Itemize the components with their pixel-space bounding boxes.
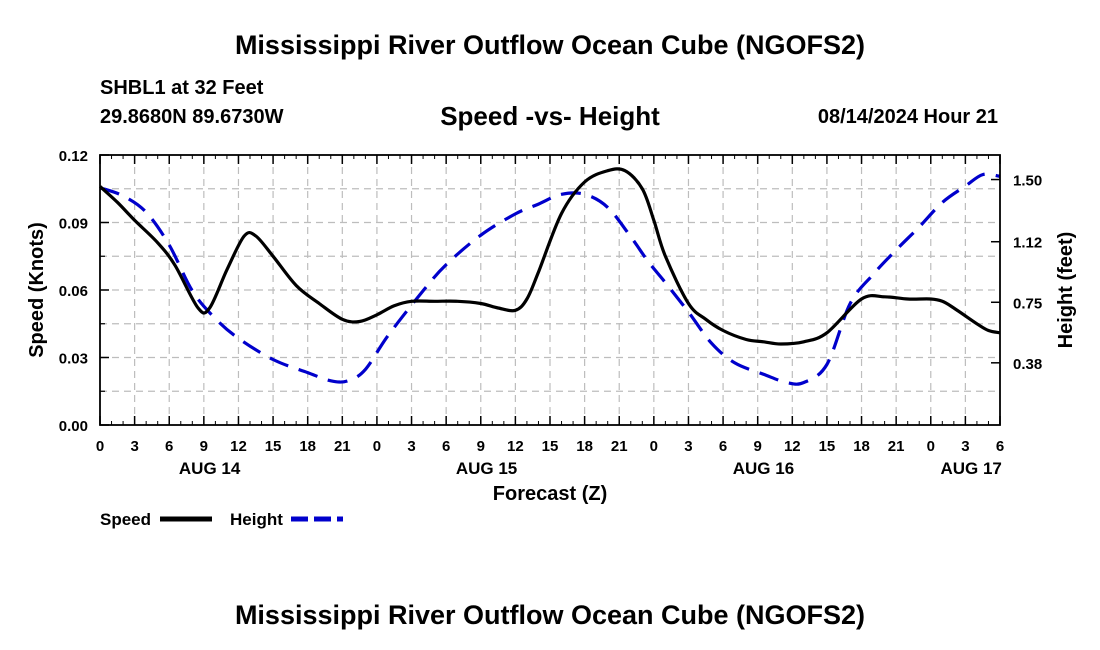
x-tick-label: 21 xyxy=(611,438,628,455)
x-tick-label: 12 xyxy=(784,438,801,455)
station-name: SHBL1 at 32 Feet xyxy=(100,77,264,99)
y2-tick-label: 0.38 xyxy=(1013,356,1042,373)
chart-subtitle: Speed -vs- Height xyxy=(440,101,660,131)
legend-speed-label: Speed xyxy=(100,510,151,529)
x-tick-label: 15 xyxy=(819,438,836,455)
height-series-line xyxy=(99,172,1001,386)
y2-axis-title: Height (feet) xyxy=(1055,232,1077,349)
x-tick-label: 0 xyxy=(373,438,381,455)
y2-tick-label: 1.12 xyxy=(1013,235,1042,252)
axes xyxy=(99,154,1001,426)
day-label: AUG 16 xyxy=(733,459,794,478)
y2-tick-label: 0.75 xyxy=(1013,295,1042,312)
x-tick-label: 6 xyxy=(442,438,450,455)
x-tick-label: 9 xyxy=(477,438,485,455)
x-tick-label: 3 xyxy=(407,438,415,455)
x-tick-label: 3 xyxy=(684,438,692,455)
x-tick-label: 6 xyxy=(996,438,1004,455)
x-tick-label: 3 xyxy=(961,438,969,455)
x-tick-label: 6 xyxy=(165,438,173,455)
legend-height-label: Height xyxy=(230,510,283,529)
day-label: AUG 17 xyxy=(940,459,1001,478)
day-label: AUG 15 xyxy=(456,459,517,478)
x-tick-label: 9 xyxy=(200,438,208,455)
x-tick-label: 18 xyxy=(576,438,593,455)
forecast-datetime: 08/14/2024 Hour 21 xyxy=(817,106,998,128)
y-tick-label: 0.09 xyxy=(59,216,88,233)
x-tick-label: 12 xyxy=(230,438,247,455)
x-tick-label: 18 xyxy=(299,438,316,455)
axis-labels: 0 3 6 9 12 15 18 21 0 3 6 9 12 15 18 21 0 3 6 9 12 15 18 21 0 3 6A… xyxy=(26,148,1077,505)
footer-title: Mississippi River Outflow Ocean Cube (NG… xyxy=(234,600,866,630)
x-tick-label: 18 xyxy=(853,438,870,455)
x-tick-label: 9 xyxy=(754,438,762,455)
x-tick-label: 6 xyxy=(719,438,727,455)
x-tick-label: 15 xyxy=(265,438,282,455)
series-lines xyxy=(98,167,1001,386)
y-tick-label: 0.00 xyxy=(59,418,88,435)
legend: Speed Height xyxy=(100,510,343,529)
grid-lines xyxy=(100,155,1000,425)
y2-tick-label: 1.50 xyxy=(1013,173,1042,190)
speed-series-line xyxy=(98,167,1001,346)
chart-title: Mississippi River Outflow Ocean Cube (NG… xyxy=(234,30,866,60)
x-tick-label: 21 xyxy=(334,438,351,455)
x-tick-label: 3 xyxy=(130,438,138,455)
x-tick-label: 21 xyxy=(888,438,905,455)
y-tick-label: 0.12 xyxy=(59,148,88,165)
y-tick-label: 0.03 xyxy=(59,351,88,368)
x-axis-title: Forecast (Z) xyxy=(493,483,607,505)
x-tick-label: 0 xyxy=(650,438,658,455)
x-tick-label: 12 xyxy=(507,438,524,455)
y-axis-title: Speed (Knots) xyxy=(26,222,48,358)
station-coordinates: 29.8680N 89.6730W xyxy=(100,106,284,128)
x-tick-label: 0 xyxy=(96,438,104,455)
day-label: AUG 14 xyxy=(179,459,241,478)
x-tick-label: 15 xyxy=(542,438,559,455)
x-tick-label: 0 xyxy=(927,438,935,455)
y-tick-label: 0.06 xyxy=(59,283,88,300)
